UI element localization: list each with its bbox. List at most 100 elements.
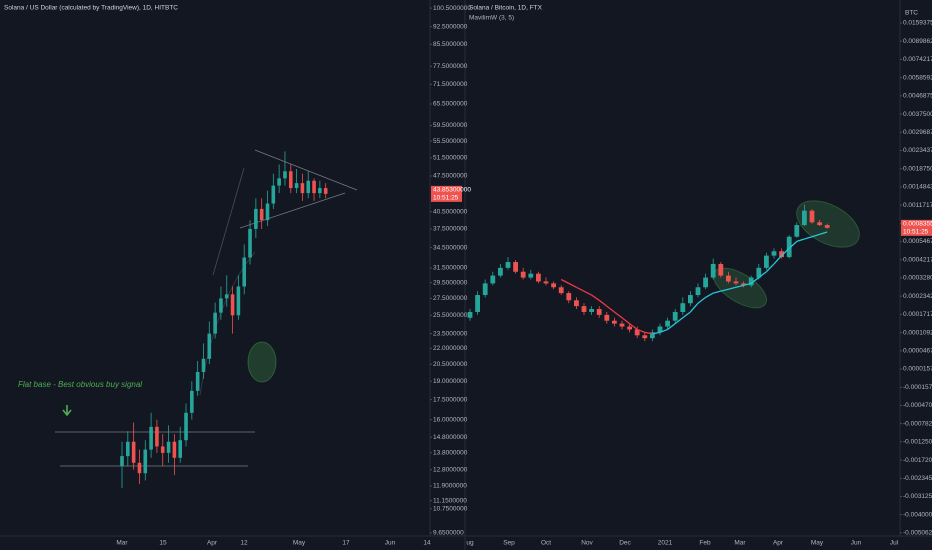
indicator-segment	[667, 323, 676, 330]
indicator-name: MavilimW (3, 5)	[469, 15, 514, 22]
y-tick-label: 47.5000000	[433, 173, 468, 180]
candle-body	[306, 180, 311, 194]
y-tick-label: 37.5000000	[433, 226, 468, 233]
y-tick-label: 0.00296875	[903, 129, 932, 136]
y-tick-label: -0.0004700	[903, 402, 932, 409]
indicator-segment	[576, 286, 585, 292]
y-tick-label: 27.5000000	[433, 295, 468, 302]
candle-body	[513, 262, 518, 272]
candle-body	[259, 208, 264, 221]
y-tick-label: 77.5000000	[433, 63, 468, 70]
candle-body	[254, 208, 258, 229]
indicator-segment	[629, 323, 638, 330]
candle-body	[126, 441, 130, 457]
candle-body	[283, 171, 287, 179]
last-price-label: 0.00083557	[903, 221, 932, 228]
candle-body	[650, 332, 655, 339]
y-tick-label: 0.00032800	[903, 275, 932, 282]
y-tick-label: 29.5000000	[433, 279, 468, 286]
highlight-ellipse	[247, 341, 277, 383]
indicator-segment	[743, 282, 752, 286]
candle-body	[190, 390, 194, 413]
candle-body	[574, 300, 579, 307]
candle-body	[710, 263, 716, 278]
x-tick-label: 14	[423, 540, 431, 547]
y-tick-label: 0.00742175	[903, 56, 932, 63]
candle-body	[741, 283, 746, 286]
trend-line	[212, 167, 245, 276]
x-tick-label: ug	[466, 540, 474, 547]
candle-body	[558, 287, 564, 294]
y-tick-label: 0.00001575	[903, 366, 932, 373]
candle-body	[528, 273, 534, 278]
candle-body	[155, 426, 159, 447]
candle-body	[726, 275, 731, 282]
candle-body	[756, 267, 762, 278]
x-tick-label: Jun	[385, 540, 396, 547]
indicator-segment	[697, 296, 706, 304]
candle-body	[786, 236, 792, 258]
y-tick-label: -0.0007825	[903, 420, 932, 427]
x-tick-label: 17	[342, 540, 350, 547]
candle-body	[581, 306, 587, 312]
candle-body	[718, 263, 724, 276]
candle-body	[817, 222, 822, 226]
candle-body	[695, 287, 701, 296]
x-tick-label: Apr	[207, 540, 218, 547]
candle-body	[490, 275, 496, 284]
x-tick-label: Jun	[851, 540, 862, 547]
candle-body	[543, 281, 549, 284]
indicator-segment	[659, 328, 668, 333]
y-tick-label: 16.0000000	[433, 416, 468, 423]
candle-body	[271, 185, 276, 204]
candle-body	[566, 293, 572, 301]
y-tick-label: 19.0000000	[433, 378, 468, 385]
candle-body	[536, 273, 541, 282]
indicator-segment	[568, 282, 577, 288]
candle-body	[195, 371, 200, 391]
y-tick-label: 9.6500000	[433, 530, 464, 537]
candle-body	[612, 320, 617, 324]
candle-body	[248, 228, 252, 258]
y-tick-label: 0.00375000	[903, 111, 932, 118]
y-tick-label: 100.5000000	[433, 5, 471, 12]
y-tick-label: 0.00468750	[903, 93, 932, 100]
candle-body	[467, 311, 473, 318]
candle-body	[733, 281, 739, 284]
y-tick-label: 40.5000000	[433, 208, 468, 215]
indicator-segment	[583, 290, 592, 296]
x-tick-label: Nov	[581, 540, 593, 547]
indicator-segment	[674, 317, 684, 325]
x-tick-label: Jul	[890, 540, 899, 547]
candle-body	[242, 257, 247, 287]
indicator-segment	[728, 286, 737, 290]
candle-body	[184, 412, 188, 441]
annotation: Flat base - Best obvious buy signal	[18, 380, 142, 389]
candle-body	[771, 251, 777, 256]
indicator-segment	[705, 292, 714, 298]
candle-body	[323, 188, 328, 194]
candle-body	[172, 441, 177, 458]
candle-body	[131, 441, 136, 463]
candle-body	[230, 294, 235, 316]
y-tick-label: 0.00042175	[903, 256, 932, 263]
candle-body	[665, 320, 670, 327]
candle-body	[809, 210, 815, 223]
candle-body	[498, 267, 503, 276]
y-tick-label: 59.5000000	[433, 122, 468, 129]
y-tick-label: -0.0031250	[903, 493, 932, 500]
candle-body	[703, 277, 708, 288]
candle-body	[265, 203, 270, 221]
indicator-segment	[598, 299, 608, 307]
candle-body	[300, 183, 305, 194]
candle-body	[619, 323, 625, 327]
y-tick-label: 55.5000000	[433, 138, 468, 145]
candle-body	[482, 283, 488, 296]
candle-body	[520, 271, 526, 278]
y-tick-label: 12.8000000	[433, 466, 468, 473]
x-tick-label: Sep	[503, 540, 515, 547]
x-tick-label: Mar	[116, 540, 128, 547]
candle-body	[505, 262, 511, 268]
